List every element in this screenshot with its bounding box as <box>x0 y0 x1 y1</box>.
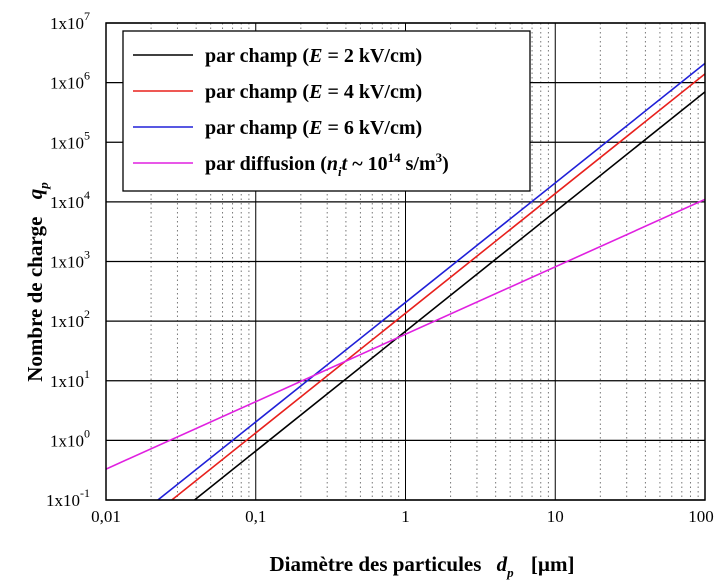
x-tick-label: 0,01 <box>91 507 121 526</box>
legend-label-e6: par champ (E = 6 kV/cm) <box>205 117 422 139</box>
x-axis-title: Diamètre des particules dp [µm] <box>270 552 575 582</box>
series-line-e2 <box>194 91 705 500</box>
series-line-e4 <box>171 73 705 500</box>
x-tick-label: 10 <box>547 507 564 526</box>
legend-box <box>122 30 531 192</box>
legend: par champ (E = 2 kV/cm) par champ (E = 4 … <box>122 30 531 192</box>
y-tick-label: 1x107 <box>50 9 90 33</box>
y-axis-symbol-sub: p <box>36 182 51 190</box>
y-axis-title: Nombre de charge qp <box>23 182 51 382</box>
x-tick-label: 1 <box>401 507 410 526</box>
y-tick-label: 1x105 <box>50 128 90 152</box>
legend-label-diff: par diffusion (nit ~ 1014 s/m3) <box>205 150 449 179</box>
y-axis-symbol: q <box>23 189 47 200</box>
y-tick-label: 1x10-1 <box>46 486 90 510</box>
legend-label-e2: par champ (E = 2 kV/cm) <box>205 45 422 67</box>
series-line-e6 <box>157 62 705 500</box>
y-tick-label: 1x101 <box>50 367 90 391</box>
y-tick-label: 1x106 <box>50 69 90 93</box>
x-axis-symbol: d <box>497 552 508 576</box>
y-axis-title-main: Nombre de charge <box>23 217 47 382</box>
x-tick-label: 0,1 <box>245 507 266 526</box>
x-tick-label: 100 <box>688 507 714 526</box>
x-axis-title-main: Diamètre des particules <box>270 552 482 576</box>
y-tick-label: 1x100 <box>50 426 90 450</box>
y-tick-label: 1x104 <box>50 188 90 212</box>
y-tick-labels: 1x10-1 1x100 1x101 1x102 1x103 1x104 1x105 1x10… <box>46 9 90 510</box>
y-tick-label: 1x103 <box>50 248 90 272</box>
legend-label-e4: par champ (E = 4 kV/cm) <box>205 81 422 103</box>
x-axis-unit: [µm] <box>531 552 575 576</box>
y-tick-label: 1x102 <box>50 307 90 331</box>
series-lines <box>106 62 705 500</box>
x-axis-symbol-sub: p <box>506 565 514 580</box>
plot-frame <box>105 22 706 501</box>
series-line-diff <box>106 198 705 470</box>
x-tick-labels: 0,01 0,1 1 10 100 <box>91 507 714 526</box>
